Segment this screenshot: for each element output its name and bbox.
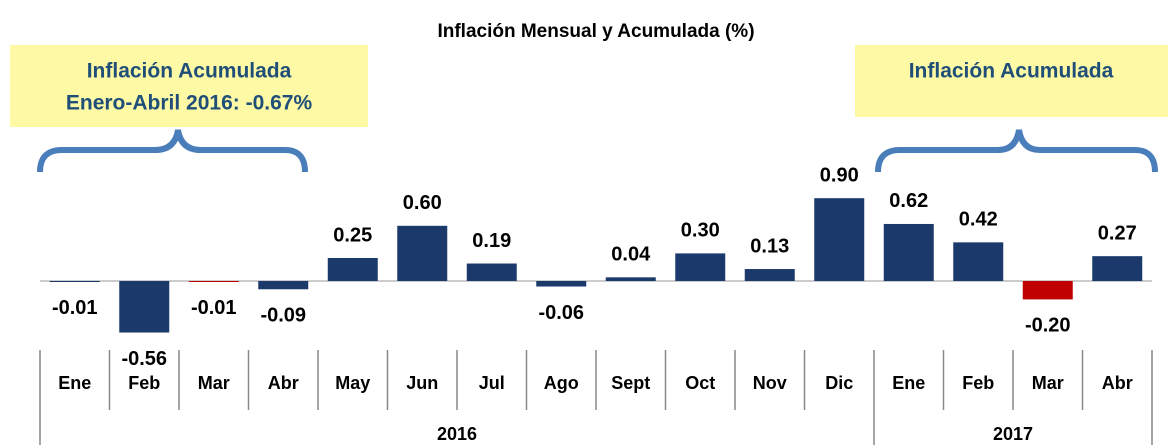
value-label: -0.01	[52, 297, 98, 319]
bar	[744, 269, 795, 281]
bar	[536, 281, 587, 287]
value-label: -0.09	[260, 305, 306, 327]
group-label: 2016	[437, 424, 477, 444]
annotation-box	[10, 45, 368, 127]
value-label: 0.60	[403, 192, 442, 214]
x-tick-label: Mar	[198, 373, 230, 393]
brace	[875, 129, 1158, 173]
x-tick-label: Nov	[753, 373, 787, 393]
x-tick-label: Ago	[544, 373, 579, 393]
x-tick-label: Ene	[58, 373, 91, 393]
value-label: 0.42	[959, 209, 998, 231]
value-label: -0.56	[121, 348, 167, 370]
annotation-text: Inflación Acumulada	[909, 60, 1114, 83]
value-label: 0.62	[889, 190, 928, 212]
bar	[327, 258, 378, 281]
x-tick-label: Sept	[611, 373, 650, 393]
x-tick-label: Abr	[1102, 373, 1133, 393]
value-label: 0.04	[611, 244, 651, 266]
bar	[883, 223, 934, 281]
x-tick-label: Ene	[892, 373, 925, 393]
x-tick-label: Abr	[268, 373, 299, 393]
bar	[605, 277, 656, 281]
x-tick-label: Oct	[685, 373, 715, 393]
group-label: 2017	[993, 424, 1033, 444]
bar	[466, 263, 517, 281]
bar	[814, 198, 865, 281]
brace	[37, 129, 308, 173]
annotation-text: Enero-Abril 2016: -0.67%	[66, 92, 313, 115]
value-label: 0.25	[333, 224, 372, 246]
chart-title: Inflación Mensual y Acumulada (%)	[437, 21, 754, 42]
bar	[1092, 256, 1143, 281]
bar	[258, 281, 309, 290]
x-tick-label: May	[335, 373, 370, 393]
value-label: -0.01	[191, 297, 237, 319]
bar	[1022, 281, 1073, 300]
annotation-text: Inflación Acumulada	[87, 60, 292, 83]
value-label: 0.19	[472, 230, 511, 252]
value-label: 0.30	[681, 220, 720, 242]
bar	[675, 253, 726, 281]
x-tick-label: Jun	[406, 373, 438, 393]
value-label: -0.20	[1025, 315, 1071, 337]
bar	[119, 281, 170, 333]
bar	[49, 281, 100, 282]
value-label: -0.06	[538, 302, 584, 324]
value-label: 0.13	[750, 235, 789, 257]
x-tick-label: Jul	[479, 373, 505, 393]
bar	[397, 225, 448, 281]
x-tick-label: Feb	[962, 373, 994, 393]
x-tick-label: Mar	[1032, 373, 1064, 393]
x-tick-label: Feb	[128, 373, 160, 393]
value-label: 0.90	[820, 164, 859, 186]
x-tick-label: Dic	[825, 373, 853, 393]
bar	[953, 242, 1004, 281]
annotation-box	[855, 45, 1168, 117]
bar	[188, 281, 239, 282]
value-label: 0.27	[1098, 222, 1137, 244]
